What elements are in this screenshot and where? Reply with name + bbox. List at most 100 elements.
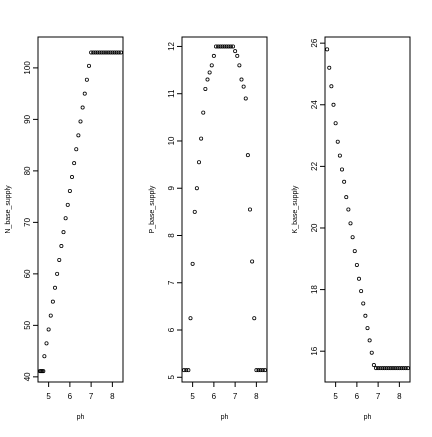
data-point-3-6 [337, 153, 342, 158]
data-point-2-0 [182, 368, 187, 373]
data-point-1-26 [89, 50, 94, 55]
data-point-1-27 [91, 50, 96, 55]
data-point-2-30 [245, 153, 250, 158]
y-tick-label-2-8: 8 [167, 233, 176, 238]
data-point-3-15 [356, 276, 361, 281]
data-point-2-9 [201, 110, 206, 115]
data-point-2-12 [207, 70, 212, 75]
data-point-2-10 [203, 86, 208, 91]
y-tick-label-1-40: 40 [23, 372, 32, 381]
data-point-1-33 [104, 50, 109, 55]
data-point-3-31 [390, 366, 395, 371]
y-tick-label-2-7: 7 [167, 280, 176, 285]
y-tick-label-3-20: 20 [310, 223, 319, 232]
data-point-2-8 [199, 136, 204, 141]
y-tick-label-3-22: 22 [310, 161, 319, 170]
data-point-2-36 [258, 368, 263, 373]
data-point-3-23 [373, 366, 378, 371]
data-point-2-2 [186, 368, 191, 373]
data-point-1-30 [97, 50, 102, 55]
data-point-1-22 [80, 105, 85, 110]
y-tick-label-1-100: 100 [23, 61, 32, 75]
x-axis-label-2: ph [221, 414, 229, 421]
data-point-2-23 [230, 44, 235, 49]
data-point-2-29 [243, 96, 248, 101]
data-point-3-21 [369, 350, 374, 355]
data-point-1-9 [53, 285, 58, 290]
y-tick-label-1-50: 50 [23, 320, 32, 329]
data-point-2-6 [194, 186, 199, 191]
data-point-1-6 [46, 327, 51, 332]
data-point-2-35 [256, 368, 261, 373]
y-tick-label-2-10: 10 [167, 136, 176, 145]
y-axis-label-3: K_base_supply [292, 185, 299, 233]
data-point-2-13 [209, 63, 214, 68]
x-tick-label-1-6: 6 [68, 392, 73, 401]
x-tick-label-3-6: 6 [355, 392, 360, 401]
data-point-2-22 [228, 44, 233, 49]
data-point-3-3 [331, 102, 336, 107]
data-point-3-22 [371, 363, 376, 368]
data-point-3-36 [401, 366, 406, 371]
y-tick-label-1-90: 90 [23, 114, 32, 123]
x-tick-label-2-6: 6 [212, 392, 217, 401]
data-point-2-14 [211, 53, 216, 58]
data-point-1-34 [106, 50, 111, 55]
x-tick-label-3-7: 7 [376, 392, 381, 401]
data-point-3-32 [393, 366, 398, 371]
data-point-1-38 [114, 50, 119, 55]
data-point-2-7 [196, 160, 201, 165]
data-point-3-27 [382, 366, 387, 371]
y-tick-label-1-70: 70 [23, 217, 32, 226]
data-point-2-3 [188, 316, 193, 321]
data-point-3-30 [388, 366, 393, 371]
data-point-1-17 [70, 175, 75, 180]
data-point-1-16 [67, 188, 72, 193]
x-tick-label-1-7: 7 [89, 392, 94, 401]
data-point-1-37 [112, 50, 117, 55]
data-point-3-7 [339, 167, 344, 172]
data-point-2-31 [247, 207, 252, 212]
data-point-2-32 [250, 259, 255, 264]
data-point-2-33 [252, 316, 257, 321]
data-point-2-5 [192, 209, 197, 214]
data-point-3-9 [344, 195, 349, 200]
data-point-2-21 [226, 44, 231, 49]
data-point-1-36 [110, 50, 115, 55]
data-point-1-39 [116, 50, 121, 55]
x-tick-label-3-5: 5 [333, 392, 338, 401]
y-axis-label-1: N_base_supply [5, 185, 12, 234]
data-point-3-5 [335, 139, 340, 144]
data-point-2-19 [222, 44, 227, 49]
data-point-1-32 [101, 50, 106, 55]
data-point-1-4 [42, 354, 47, 359]
data-point-2-28 [241, 84, 246, 89]
data-point-2-15 [213, 44, 218, 49]
data-point-2-38 [262, 368, 267, 373]
data-point-1-14 [63, 216, 68, 221]
data-point-3-11 [348, 221, 353, 226]
data-point-3-35 [399, 366, 404, 371]
data-point-1-25 [87, 63, 92, 68]
plot-frame-2 [181, 36, 268, 383]
data-point-3-33 [395, 366, 400, 371]
data-point-2-16 [216, 44, 221, 49]
y-tick-label-1-80: 80 [23, 166, 32, 175]
data-point-3-8 [342, 179, 347, 184]
data-point-1-11 [57, 257, 62, 262]
data-point-3-2 [329, 84, 334, 89]
data-point-3-0 [325, 47, 330, 52]
data-point-3-20 [367, 338, 372, 343]
data-point-3-17 [361, 301, 366, 306]
data-point-1-23 [82, 91, 87, 96]
data-point-3-1 [327, 65, 332, 70]
data-point-2-1 [184, 368, 189, 373]
data-point-1-20 [76, 133, 81, 138]
data-point-2-37 [260, 368, 265, 373]
y-axis-label-2: P_base_supply [149, 185, 156, 233]
data-point-3-34 [397, 366, 402, 371]
data-point-2-26 [237, 63, 242, 68]
data-point-1-7 [48, 313, 53, 318]
data-point-3-38 [405, 366, 410, 371]
